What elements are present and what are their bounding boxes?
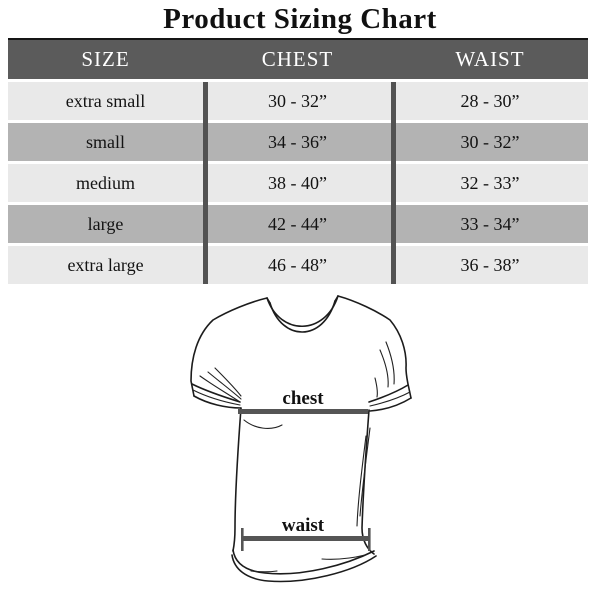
right-cuff-bottom: [369, 397, 412, 412]
table-row-medium: medium 38 - 40” 32 - 33”: [8, 164, 588, 202]
body-left-edge: [232, 407, 242, 552]
waist-cell: 32 - 33”: [392, 164, 588, 202]
chest-cell: 38 - 40”: [203, 164, 392, 202]
left-sleeve-outer: [190, 297, 268, 397]
size-cell: large: [8, 205, 203, 243]
left-sleeve-fold: [207, 371, 242, 400]
header-cell-size: SIZE: [81, 47, 130, 71]
chest-measurement-line: [238, 409, 368, 414]
right-body-fold: [359, 427, 371, 517]
chest-label: chest: [282, 388, 324, 409]
table-body: extra small 30 - 32” 28 - 30” small 34 -…: [8, 82, 588, 284]
tshirt-fold-details: [199, 341, 395, 573]
chest-cell: 34 - 36”: [203, 123, 392, 161]
tshirt-outline: [190, 295, 412, 583]
waist-cell: 28 - 30”: [392, 82, 588, 120]
tshirt-diagram: chest waist: [190, 295, 412, 583]
size-cell: extra small: [8, 82, 203, 120]
table-top-border: [8, 38, 588, 40]
column-divider-2: [391, 82, 396, 284]
waist-cell: 33 - 34”: [392, 205, 588, 243]
right-body-fold: [356, 435, 367, 527]
right-sleeve-fold: [374, 377, 378, 398]
hem-inner: [232, 549, 375, 575]
chest-cell: 46 - 48”: [203, 246, 392, 284]
table-row-small: small 34 - 36” 30 - 32”: [8, 123, 588, 161]
left-sleeve-fold: [199, 375, 241, 403]
size-cell: extra large: [8, 246, 203, 284]
chest-cell: 42 - 44”: [203, 205, 392, 243]
right-cuff-top: [368, 384, 409, 403]
size-cell: small: [8, 123, 203, 161]
right-sleeve-fold: [385, 341, 395, 385]
header-cell-waist: WAIST: [455, 47, 525, 71]
size-cell: medium: [8, 164, 203, 202]
left-cuff-top: [191, 383, 241, 403]
collar-outer: [266, 295, 339, 328]
body-right-edge: [361, 409, 375, 555]
waist-tick-right: [368, 528, 371, 551]
collar-inner: [269, 300, 336, 333]
right-sleeve-fold: [379, 349, 389, 388]
left-sleeve-fold: [214, 367, 242, 397]
waist-cell: 36 - 38”: [392, 246, 588, 284]
hem-fold: [321, 554, 366, 560]
chest-fold: [243, 419, 283, 429]
collar-ends: [266, 295, 339, 304]
waist-cell: 30 - 32”: [392, 123, 588, 161]
measurement-annotations: chest waist: [238, 388, 371, 551]
hem-outer: [231, 554, 377, 583]
waist-label: waist: [282, 515, 325, 536]
waist-measurement-line: [242, 536, 369, 541]
sizing-table: SIZE CHEST WAIST extra small 30 - 32” 28…: [8, 38, 588, 284]
left-cuff-roll: [192, 389, 241, 406]
waist-tick-left: [241, 528, 244, 551]
left-cuff-bottom: [193, 395, 242, 409]
column-divider-1: [203, 82, 208, 284]
chest-cell: 30 - 32”: [203, 82, 392, 120]
table-row-extra-small: extra small 30 - 32” 28 - 30”: [8, 82, 588, 120]
hem-fold: [250, 570, 278, 573]
header-cell-chest: CHEST: [261, 47, 334, 71]
right-cuff-roll: [369, 391, 411, 407]
right-sleeve-outer: [337, 295, 412, 399]
table-row-large: large 42 - 44” 33 - 34”: [8, 205, 588, 243]
page-title: Product Sizing Chart: [163, 3, 437, 35]
table-header-row: SIZE CHEST WAIST: [8, 40, 588, 79]
table-row-extra-large: extra large 46 - 48” 36 - 38”: [8, 246, 588, 284]
